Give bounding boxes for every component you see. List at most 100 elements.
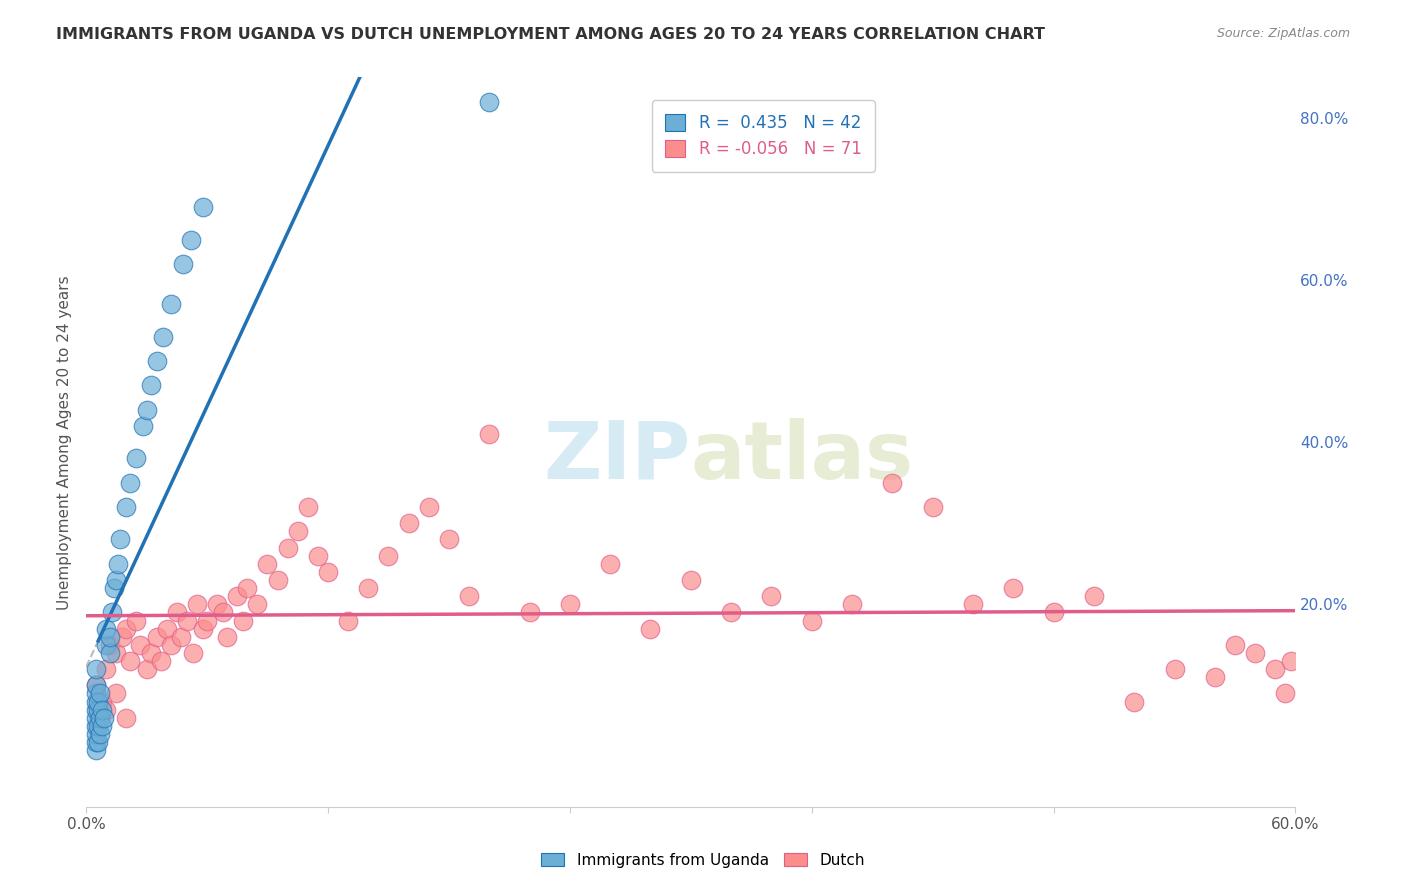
Point	[84, 678, 107, 692]
Legend: R =  0.435   N = 42, R = -0.056   N = 71: R = 0.435 N = 42, R = -0.056 N = 71	[652, 101, 875, 171]
Point	[101, 606, 124, 620]
Point	[882, 475, 904, 490]
Point	[129, 638, 152, 652]
Point	[96, 703, 118, 717]
Point	[761, 589, 783, 603]
Point	[103, 581, 125, 595]
Point	[181, 646, 204, 660]
Point	[1244, 646, 1267, 660]
Text: IMMIGRANTS FROM UGANDA VS DUTCH UNEMPLOYMENT AMONG AGES 20 TO 24 YEARS CORRELATI: IMMIGRANTS FROM UGANDA VS DUTCH UNEMPLOY…	[56, 27, 1045, 42]
Point	[84, 743, 107, 757]
Point	[1223, 638, 1246, 652]
Point	[156, 622, 179, 636]
Point	[98, 638, 121, 652]
Point	[159, 297, 181, 311]
Point	[115, 711, 138, 725]
Point	[115, 622, 138, 636]
Point	[120, 654, 142, 668]
Point	[418, 500, 440, 514]
Point	[91, 695, 114, 709]
Point	[180, 233, 202, 247]
Point	[131, 419, 153, 434]
Point	[87, 735, 110, 749]
Point	[377, 549, 399, 563]
Point	[84, 686, 107, 700]
Point	[135, 402, 157, 417]
Point	[679, 573, 702, 587]
Point	[145, 354, 167, 368]
Point	[84, 719, 107, 733]
Point	[84, 711, 107, 725]
Text: ZIP: ZIP	[544, 417, 690, 496]
Point	[135, 662, 157, 676]
Point	[316, 565, 339, 579]
Point	[96, 662, 118, 676]
Point	[226, 589, 249, 603]
Point	[172, 257, 194, 271]
Point	[1042, 606, 1064, 620]
Point	[558, 598, 581, 612]
Point	[84, 703, 107, 717]
Point	[120, 475, 142, 490]
Point	[640, 622, 662, 636]
Point	[105, 573, 128, 587]
Point	[84, 695, 107, 709]
Point	[337, 614, 360, 628]
Point	[287, 524, 309, 539]
Point	[191, 622, 214, 636]
Point	[841, 598, 863, 612]
Point	[398, 516, 420, 531]
Point	[87, 695, 110, 709]
Point	[1264, 662, 1286, 676]
Point	[266, 573, 288, 587]
Point	[519, 606, 541, 620]
Point	[800, 614, 823, 628]
Legend: Immigrants from Uganda, Dutch: Immigrants from Uganda, Dutch	[534, 845, 872, 875]
Point	[191, 200, 214, 214]
Text: Source: ZipAtlas.com: Source: ZipAtlas.com	[1216, 27, 1350, 40]
Point	[246, 598, 269, 612]
Text: atlas: atlas	[690, 417, 914, 496]
Point	[297, 500, 319, 514]
Point	[84, 727, 107, 741]
Point	[107, 557, 129, 571]
Point	[89, 711, 111, 725]
Point	[176, 614, 198, 628]
Point	[1204, 670, 1226, 684]
Point	[307, 549, 329, 563]
Point	[139, 646, 162, 660]
Point	[111, 630, 134, 644]
Point	[125, 614, 148, 628]
Point	[89, 686, 111, 700]
Point	[91, 719, 114, 733]
Point	[478, 95, 501, 109]
Point	[921, 500, 943, 514]
Point	[1002, 581, 1025, 595]
Point	[599, 557, 621, 571]
Point	[105, 646, 128, 660]
Point	[159, 638, 181, 652]
Point	[357, 581, 380, 595]
Point	[98, 646, 121, 660]
Point	[170, 630, 193, 644]
Point	[84, 662, 107, 676]
Point	[87, 703, 110, 717]
Point	[478, 427, 501, 442]
Point	[1274, 686, 1296, 700]
Point	[115, 500, 138, 514]
Point	[91, 703, 114, 717]
Point	[962, 598, 984, 612]
Point	[232, 614, 254, 628]
Point	[217, 630, 239, 644]
Point	[110, 533, 132, 547]
Point	[277, 541, 299, 555]
Point	[96, 638, 118, 652]
Point	[93, 711, 115, 725]
Point	[84, 735, 107, 749]
Point	[1123, 695, 1146, 709]
Point	[89, 727, 111, 741]
Point	[205, 598, 228, 612]
Point	[1083, 589, 1105, 603]
Point	[256, 557, 278, 571]
Point	[98, 630, 121, 644]
